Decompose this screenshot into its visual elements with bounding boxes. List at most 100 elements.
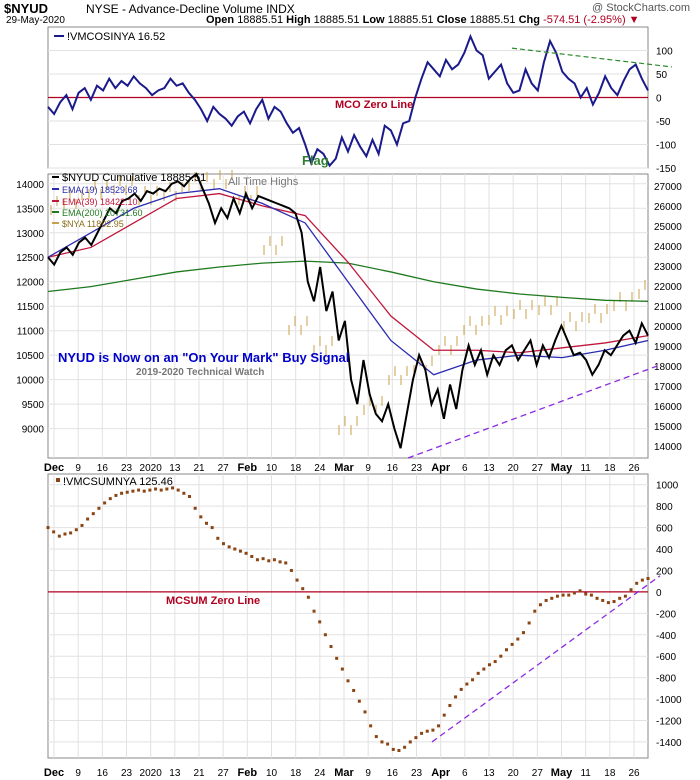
y-tick-label: -1000 xyxy=(656,695,682,706)
mcsum-point xyxy=(323,633,327,637)
mcsum-point xyxy=(521,631,525,635)
y-tick-label: 800 xyxy=(656,502,673,513)
source-credit[interactable]: @ StockCharts.com xyxy=(592,2,690,14)
ema39-line xyxy=(47,192,649,354)
down-triangle-icon: ▼ xyxy=(628,14,640,26)
mcsum-trend-line xyxy=(431,575,661,743)
mcsum-point xyxy=(125,490,129,494)
mcsum-point xyxy=(465,682,469,686)
mcsum-point xyxy=(188,495,192,499)
mcsum-point xyxy=(572,591,576,595)
y-tick-label-left: 10000 xyxy=(16,376,44,387)
mcsum-point xyxy=(618,596,622,600)
nyud-legend-item: $NYA 11802.95 xyxy=(62,219,124,229)
y-tick-label-right: 18000 xyxy=(654,362,682,373)
y-tick-label-right: 24000 xyxy=(654,242,682,253)
mcsum-point xyxy=(301,587,305,591)
mco-trend-line xyxy=(511,47,673,68)
x-tick-label: 9 xyxy=(75,768,81,779)
nyud-line xyxy=(47,172,649,449)
mcsum-point xyxy=(635,581,639,585)
x-tick-label: 18 xyxy=(604,463,616,474)
y-tick-label-right: 16000 xyxy=(654,402,682,413)
mcsum-point xyxy=(120,491,124,495)
high-label: High xyxy=(286,14,311,26)
all-time-highs-label: All Time Highs xyxy=(228,176,299,188)
y-tick-label-left: 9000 xyxy=(22,425,45,436)
mcsum-point xyxy=(335,656,339,660)
mcsum-point xyxy=(267,559,271,563)
mcsum-legend: !VMCSUMNYA 125.46 xyxy=(63,476,173,488)
x-tick-label: 18 xyxy=(290,463,302,474)
close-label: Close xyxy=(436,14,467,26)
mcsum-point xyxy=(193,506,197,510)
mcsum-point xyxy=(482,667,486,671)
x-tick-label: 11 xyxy=(580,463,591,474)
y-tick-label-left: 12500 xyxy=(16,253,44,264)
mcsum-point xyxy=(346,679,350,683)
y-tick-label-right: 14000 xyxy=(654,442,682,453)
y-tick-label: 400 xyxy=(656,545,673,556)
mcsum-point xyxy=(584,592,588,596)
mcsum-point xyxy=(561,593,565,597)
mcsum-point xyxy=(612,600,616,604)
buy-signal-headline: NYUD is Now on an "On Your Mark" Buy Sig… xyxy=(58,350,349,365)
x-tick-label: 20 xyxy=(508,463,520,474)
x-tick-label: May xyxy=(551,767,573,779)
y-tick-label-right: 21000 xyxy=(654,302,682,313)
open-value: 18885.51 xyxy=(237,14,284,26)
x-tick-label: Mar xyxy=(334,767,354,779)
mcsum-point xyxy=(165,487,169,491)
mcsum-point xyxy=(555,594,559,598)
mcsum-point xyxy=(340,667,344,671)
mcsum-point xyxy=(408,740,412,744)
y-tick-label: -1400 xyxy=(656,738,682,749)
mcsum-point xyxy=(431,728,435,732)
mcsum-point xyxy=(623,594,627,598)
mcsum-point xyxy=(533,609,537,613)
mcsum-point xyxy=(448,703,452,707)
y-tick-label: 50 xyxy=(656,70,668,81)
mcsum-point xyxy=(414,736,418,740)
mcsum-point xyxy=(499,654,503,658)
mcsum-point xyxy=(284,561,288,565)
mcsum-point xyxy=(204,521,208,525)
mcsum-point xyxy=(380,740,384,744)
mco-series-line xyxy=(47,33,649,168)
mcsum-point xyxy=(471,678,475,682)
x-tick-label: May xyxy=(551,462,573,474)
open-label: Open xyxy=(206,14,235,26)
y-tick-label-left: 13500 xyxy=(16,204,44,215)
x-tick-label: 2020 xyxy=(140,768,163,779)
mcsum-point xyxy=(442,713,446,717)
mcsum-point xyxy=(488,663,492,667)
y-tick-label: -400 xyxy=(656,631,676,642)
mcsum-point xyxy=(255,558,259,562)
y-tick-label-right: 25000 xyxy=(654,222,682,233)
mcsum-point xyxy=(595,596,599,600)
mcsum-point xyxy=(80,523,84,527)
x-tick-label: 26 xyxy=(628,463,640,474)
y-tick-label: -150 xyxy=(656,164,676,175)
mcsum-point xyxy=(159,488,163,492)
y-tick-label-right: 20000 xyxy=(654,322,682,333)
x-tick-label: 16 xyxy=(97,463,109,474)
x-tick-label: 9 xyxy=(75,463,81,474)
x-tick-label: 6 xyxy=(462,463,468,474)
y-tick-label-right: 23000 xyxy=(654,262,682,273)
nyud-legend-item: EMA(19) 18529.68 xyxy=(62,185,138,195)
mcsum-point xyxy=(63,532,67,536)
y-tick-label-right: 17000 xyxy=(654,382,682,393)
y-tick-label: 100 xyxy=(656,47,673,58)
mcsum-point xyxy=(578,589,582,593)
mcsum-point xyxy=(74,528,78,532)
y-tick-label-right: 22000 xyxy=(654,282,682,293)
mcsum-point xyxy=(403,745,407,749)
x-tick-label: Feb xyxy=(238,462,258,474)
y-tick-label-right: 27000 xyxy=(654,182,682,193)
mcsum-point xyxy=(227,545,231,549)
mcsum-point xyxy=(369,724,373,728)
chg-value: -574.51 (-2.95%) xyxy=(543,14,626,26)
y-tick-label-left: 9500 xyxy=(22,400,45,411)
y-tick-label-right: 19000 xyxy=(654,342,682,353)
